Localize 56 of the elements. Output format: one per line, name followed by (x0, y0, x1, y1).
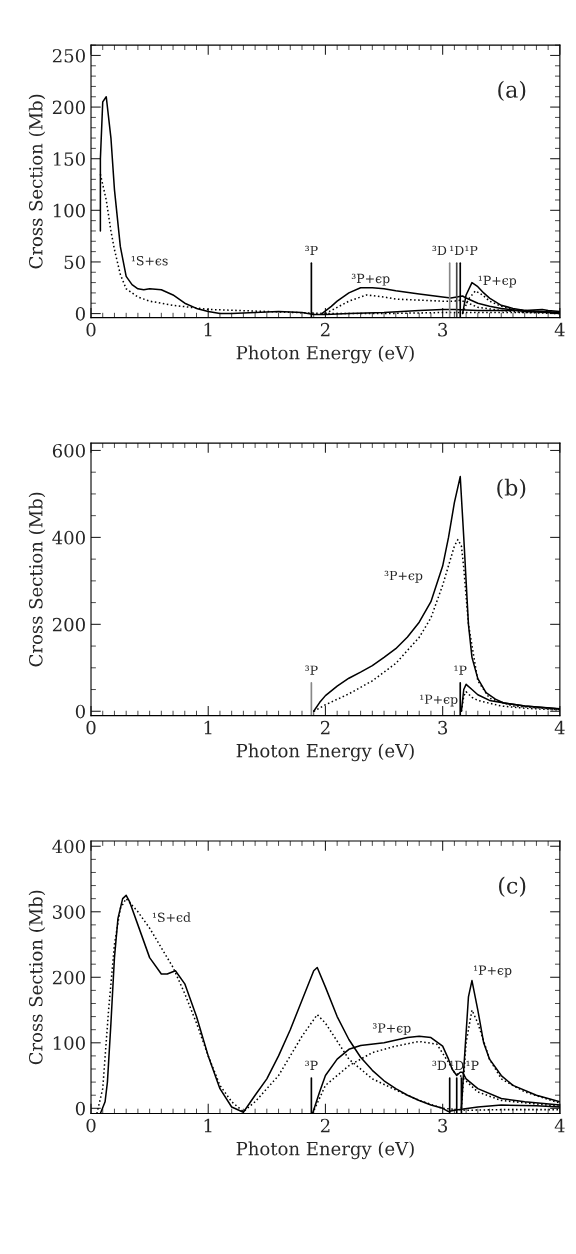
ref-line-label: ¹D (450, 245, 464, 256)
x-tick-label: 0 (86, 1118, 96, 1133)
annotation: (b) (497, 478, 526, 499)
y-tick-label: 200 (52, 617, 85, 632)
x-axis-title: Photon Energy (eV) (236, 743, 414, 762)
x-tick-label: 3 (438, 1118, 448, 1133)
annotation: (a) (498, 80, 526, 102)
ref-line-label: ¹P (466, 1060, 479, 1070)
y-tick-label: 100 (53, 1036, 85, 1050)
annotation: ¹P+ϵp (420, 694, 458, 707)
x-tick-label: 1 (204, 1118, 212, 1133)
y-tick-label: 0 (75, 704, 85, 719)
y-tick-label: 600 (52, 443, 85, 458)
ref-line-label: ³D (432, 1060, 447, 1070)
annotation: ³P+ϵp (384, 570, 423, 583)
y-axis-title: Cross Section (Mb) (28, 890, 46, 1065)
x-tick-label: 3 (438, 322, 448, 337)
annotation: ³P+ϵp (372, 1023, 411, 1036)
ref-line-label: ¹P (465, 245, 478, 256)
y-tick-label: 400 (52, 530, 85, 545)
y-tick-label: 0 (75, 307, 85, 321)
x-tick-label: 0 (86, 720, 96, 735)
ref-line-label: ³D (432, 245, 447, 256)
annotation: ¹P+ϵp (478, 275, 517, 288)
annotation: ³P+ϵp (351, 273, 390, 286)
x-tick-label: 4 (554, 322, 565, 337)
y-tick-label: 250 (52, 48, 85, 63)
x-tick-label: 4 (554, 1118, 565, 1133)
x-tick-label: 0 (86, 322, 96, 337)
y-tick-label: 200 (52, 100, 85, 115)
x-tick-label: 2 (320, 322, 330, 337)
y-tick-label: 50 (64, 255, 85, 270)
annotation: ¹P+ϵp (474, 965, 512, 978)
annotation: (c) (499, 876, 526, 897)
x-tick-label: 3 (438, 720, 448, 735)
y-axis-title: Cross Section (Mb) (28, 492, 46, 667)
y-tick-label: 100 (53, 203, 85, 218)
y-tick-label: 400 (52, 839, 85, 854)
y-tick-label: 0 (75, 1101, 85, 1116)
y-axis-title: Cross Section (Mb) (28, 94, 46, 269)
annotation: ¹S+ϵs (131, 255, 168, 266)
x-tick-label: 2 (320, 720, 330, 735)
x-axis-title: Photon Energy (eV) (236, 345, 414, 364)
ref-line-label: ¹P (454, 665, 467, 675)
ref-line-label: ³P (305, 245, 318, 256)
x-tick-label: 1 (204, 322, 212, 337)
x-axis-title: Photon Energy (eV) (236, 1141, 414, 1160)
ref-line-label: ³P (305, 1060, 318, 1070)
y-tick-label: 300 (53, 905, 85, 919)
y-tick-label: 150 (53, 152, 85, 166)
x-tick-label: 4 (554, 720, 565, 735)
y-tick-label: 200 (52, 970, 85, 985)
x-tick-label: 1 (204, 720, 212, 735)
x-tick-label: 2 (320, 1118, 330, 1133)
annotation: ¹S+ϵd (152, 912, 191, 923)
ref-line-label: ³P (305, 665, 318, 675)
